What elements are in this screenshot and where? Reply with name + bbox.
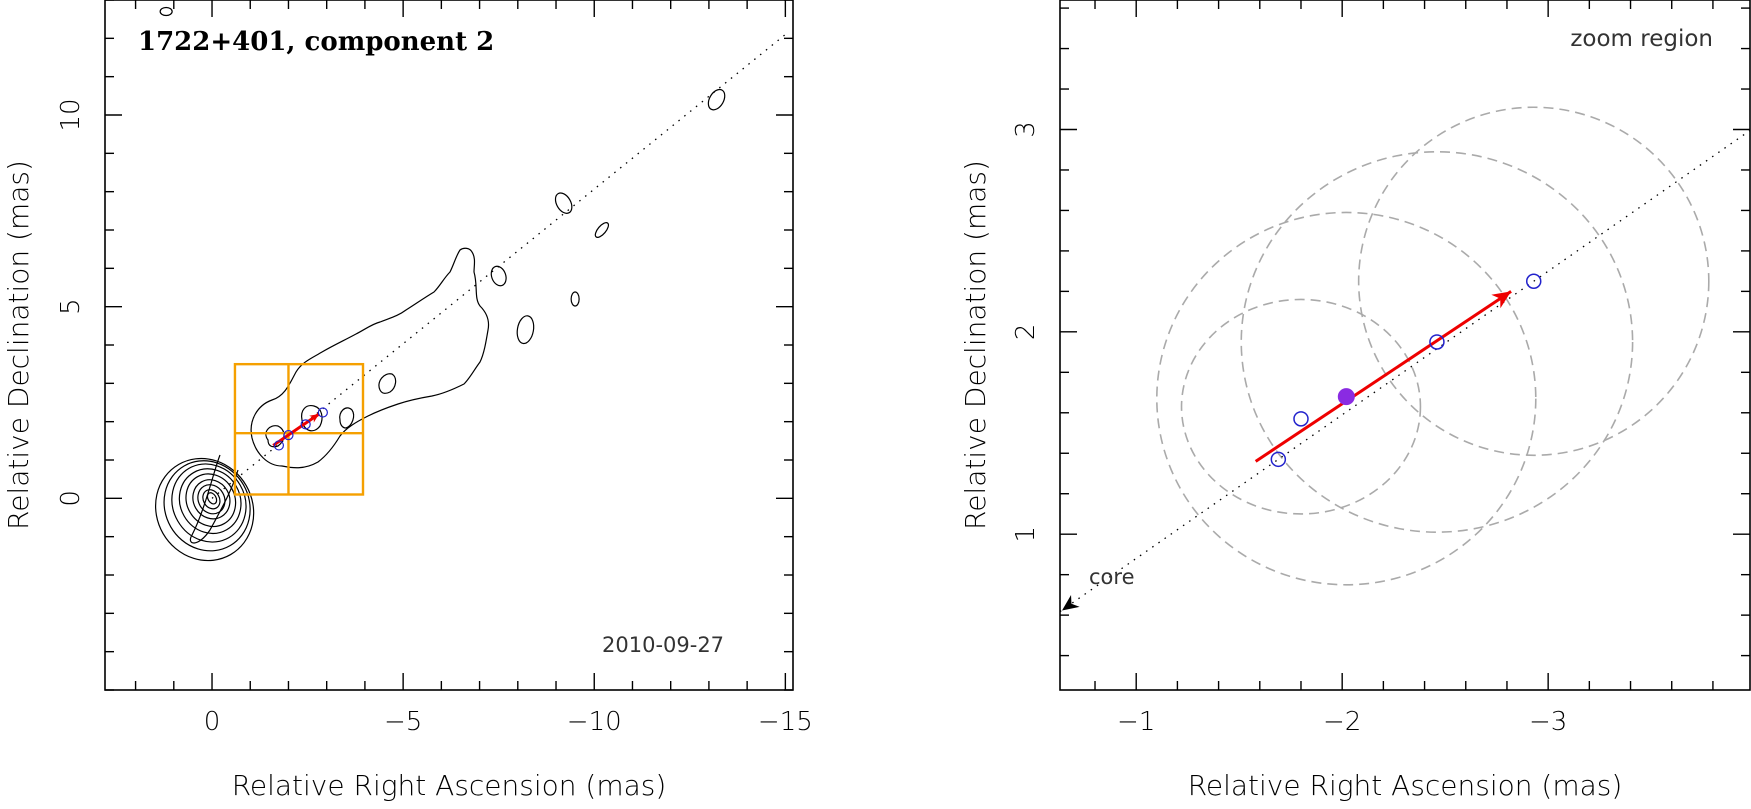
component-marker xyxy=(1270,451,1287,468)
core-contour xyxy=(189,454,239,544)
jet-contour-island xyxy=(490,265,507,287)
jet-contour xyxy=(378,373,397,394)
zoom-x-tick-label: −1 xyxy=(1117,707,1155,737)
jet-contour-island xyxy=(707,88,726,111)
core-label: core xyxy=(1089,565,1135,589)
component-size-circle xyxy=(1357,106,1710,457)
zoom-panel: −1 −2 −3 1 2 3 zoom region core Relative Righ… xyxy=(959,0,1751,802)
component-marker xyxy=(300,419,311,430)
jet-axis-dotted-line xyxy=(1059,129,1751,613)
component-size-circle xyxy=(1240,150,1634,533)
component-marker xyxy=(283,429,294,441)
velocity-arrow-head xyxy=(309,414,320,423)
zoom-axis-ticks: −1 −2 −3 1 2 3 xyxy=(1011,0,1750,737)
core-direction-arrow-head xyxy=(1062,594,1080,611)
component-size-circle xyxy=(1180,298,1422,515)
jet-axis-line xyxy=(211,33,786,499)
overview-y-tick-label: 5 xyxy=(56,298,86,315)
jet-contour-island xyxy=(570,291,580,307)
jet-contours xyxy=(154,6,726,562)
epoch-date-label: 2010-09-27 xyxy=(602,633,724,657)
component-marker xyxy=(317,407,328,418)
zoom-y-tick-label: 2 xyxy=(1011,324,1041,341)
core-contour xyxy=(163,460,251,552)
component-marker xyxy=(273,440,285,451)
jet-contour xyxy=(301,405,323,432)
jet-contour-island xyxy=(594,222,610,238)
velocity-arrow-shaft xyxy=(272,412,320,447)
component-marker xyxy=(1429,334,1445,350)
component-markers xyxy=(273,407,328,451)
velocity-arrow-shaft xyxy=(1254,290,1512,463)
jet-contour xyxy=(339,407,355,429)
overview-y-tick-label: 10 xyxy=(56,98,86,131)
overview-x-tick-label: 0 xyxy=(204,707,221,737)
core-contour xyxy=(154,457,255,562)
component-size-circles xyxy=(1156,106,1710,586)
jet-axis-line-zoom xyxy=(1059,129,1751,613)
zoom-y-tick-label: 3 xyxy=(1011,121,1041,138)
overview-x-tick-label: −5 xyxy=(384,707,422,737)
jet-axis-dotted-line xyxy=(211,33,786,499)
component-marker xyxy=(1525,273,1542,290)
overview-frame xyxy=(104,0,794,691)
component-marker xyxy=(1293,411,1309,427)
jet-contour-island xyxy=(159,6,173,17)
core-contour xyxy=(171,463,247,543)
velocity-arrow-zoom xyxy=(1254,290,1512,463)
overview-y-axis-label: Relative Declination (mas) xyxy=(2,160,35,530)
zoom-frame xyxy=(1059,0,1751,691)
zoom-x-axis-label: Relative Right Ascension (mas) xyxy=(1188,769,1623,802)
velocity-arrow xyxy=(272,412,320,447)
jet-contour-island xyxy=(516,315,535,345)
core-contour xyxy=(178,468,242,535)
zoom-y-axis-label: Relative Declination (mas) xyxy=(959,160,992,530)
overview-y-tick-label: 0 xyxy=(56,490,86,507)
zoom-box-outline xyxy=(233,362,365,496)
overview-axis-ticks: 0 −5 −10 −15 0 5 10 xyxy=(56,0,813,737)
velocity-arrow-head xyxy=(1491,291,1512,309)
zoom-region-label: zoom region xyxy=(1570,26,1713,52)
core-contour xyxy=(206,492,218,505)
current-component-marker xyxy=(1337,388,1355,406)
zoom-region-box xyxy=(233,362,365,496)
zoom-y-tick-label: 1 xyxy=(1011,526,1041,543)
jet-contour-island xyxy=(554,192,573,214)
component-markers-zoom xyxy=(1270,273,1542,468)
zoom-x-tick-label: −2 xyxy=(1323,707,1361,737)
core-contour xyxy=(197,484,226,515)
zoom-x-tick-label: −3 xyxy=(1529,707,1567,737)
overview-title: 1722+401, component 2 xyxy=(138,27,494,57)
overview-x-tick-label: −15 xyxy=(758,707,813,737)
core-contour xyxy=(192,479,231,520)
overview-panel: 0 −5 −10 −15 0 5 10 1722+401, component 2 2010… xyxy=(2,0,813,802)
component-size-circle xyxy=(1156,211,1537,586)
overview-x-tick-label: −10 xyxy=(567,707,622,737)
jet-contour xyxy=(250,247,490,469)
overview-x-axis-label: Relative Right Ascension (mas) xyxy=(232,769,667,802)
